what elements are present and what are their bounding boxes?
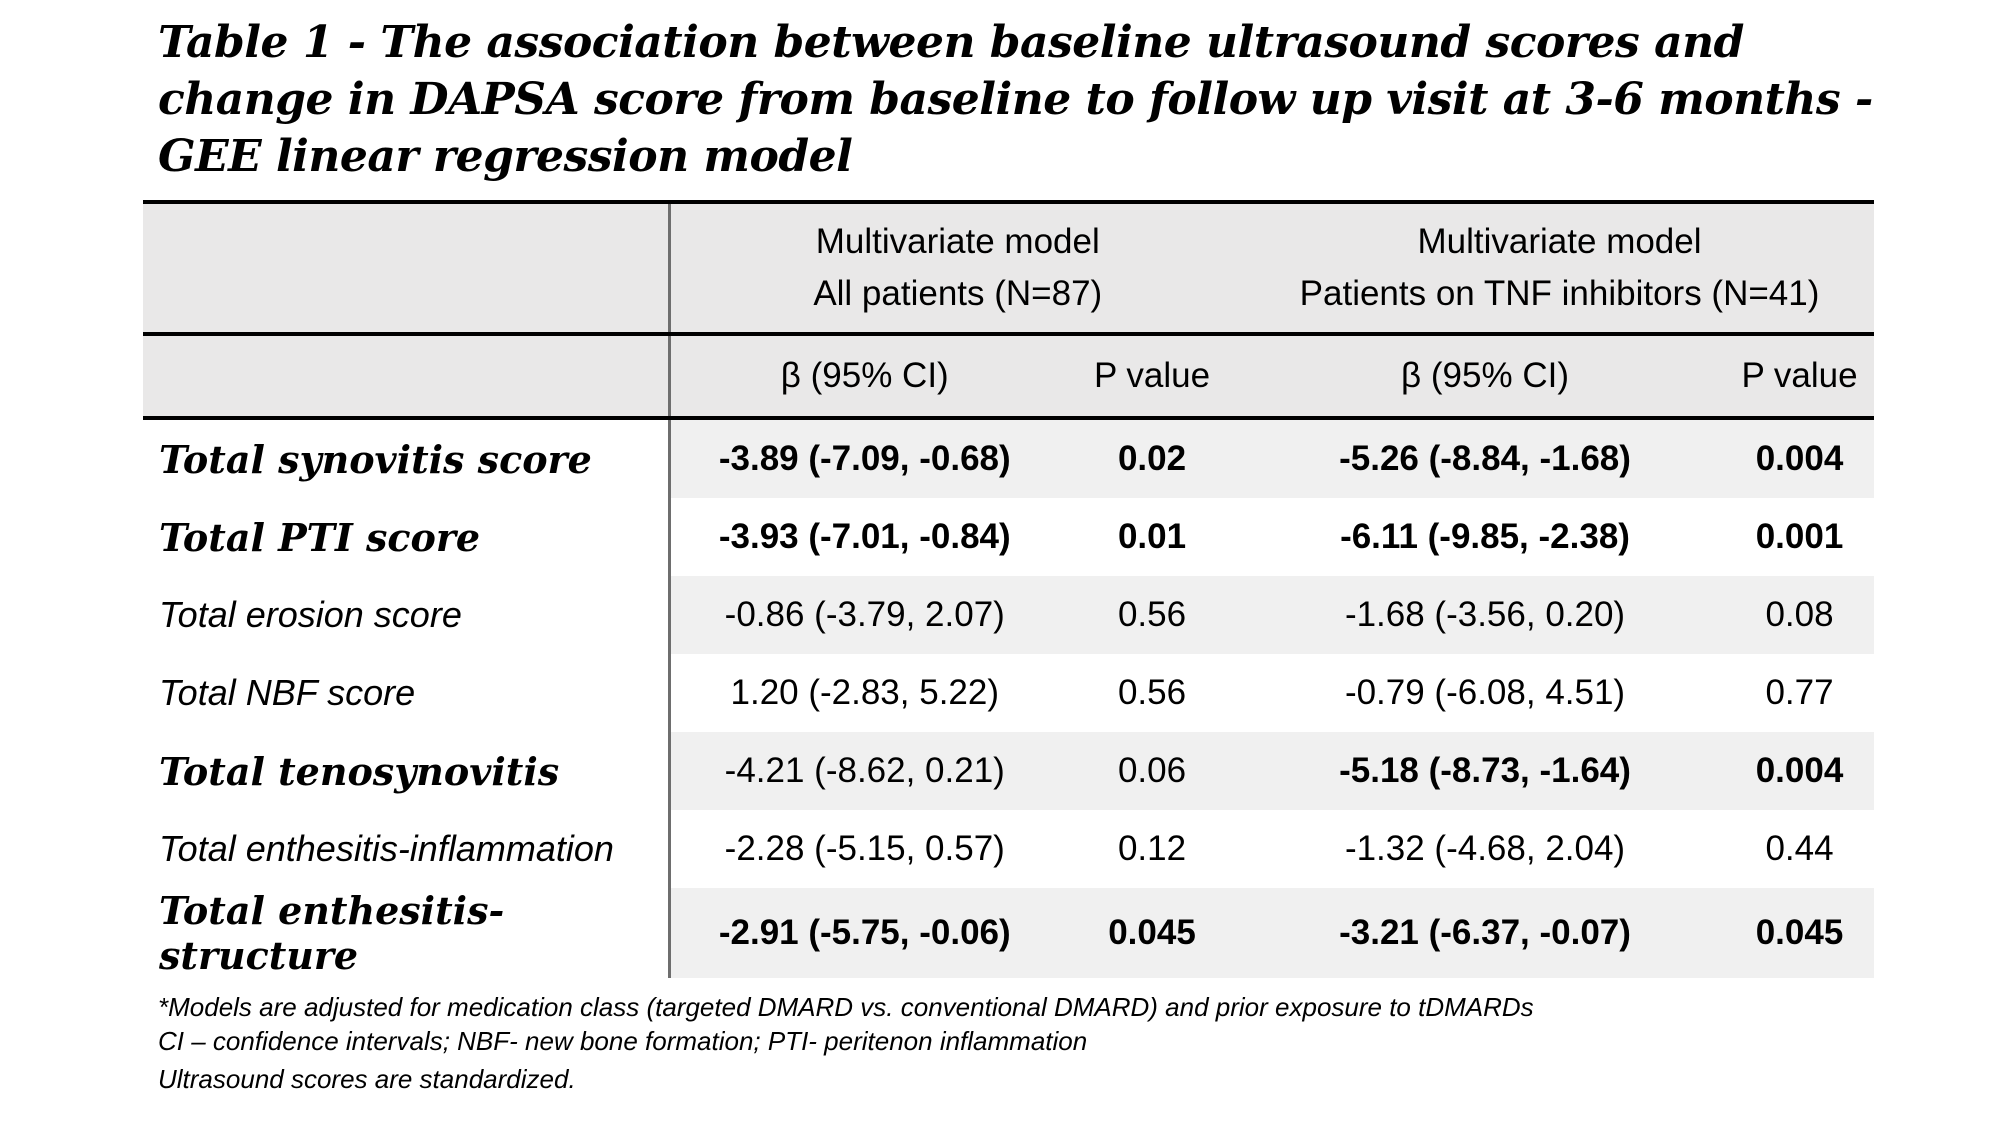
p-value-tnf-patients: 0.001 [1725, 498, 1875, 576]
note-standardized: Ultrasound scores are standardized. [158, 1064, 576, 1094]
p-value-all-patients: 0.045 [1059, 888, 1246, 978]
row-label: Total enthesitis-structure [143, 888, 671, 978]
table-row: Total tenosynovitis -4.21 (-8.62, 0.21) 0.… [143, 732, 1875, 810]
beta-tnf-patients: -5.18 (-8.73, -1.64) [1245, 732, 1726, 810]
row-label: Total tenosynovitis [143, 732, 671, 810]
beta-all-patients: -0.86 (-3.79, 2.07) [669, 576, 1059, 654]
table-title: Table 1 - The association between baseli… [158, 17, 1873, 182]
beta-header-2: β (95% CI) [1245, 334, 1726, 420]
p-value-all-patients: 0.06 [1059, 732, 1246, 810]
beta-tnf-patients: -0.79 (-6.08, 4.51) [1245, 654, 1726, 732]
p-value-tnf-patients: 0.004 [1725, 732, 1875, 810]
p-header-2: P value [1725, 334, 1875, 420]
p-header-1: P value [1059, 334, 1246, 420]
beta-tnf-patients: -1.32 (-4.68, 2.04) [1245, 810, 1726, 888]
p-value-tnf-patients: 0.44 [1725, 810, 1875, 888]
table-notes: *Models are adjusted for medication clas… [158, 990, 1878, 1096]
group-header-row: Multivariate model All patients (N=87) M… [143, 200, 1875, 336]
note-abbreviations: CI – confidence intervals; NBF- new bone… [158, 1026, 1088, 1056]
beta-tnf-patients: -6.11 (-9.85, -2.38) [1245, 498, 1726, 576]
beta-tnf-patients: -5.26 (-8.84, -1.68) [1245, 418, 1726, 498]
header-empty-cell-2 [143, 334, 671, 420]
p-value-tnf-patients: 0.08 [1725, 576, 1875, 654]
beta-all-patients: -3.89 (-7.09, -0.68) [669, 418, 1059, 498]
table-row: Total enthesitis-structure -2.91 (-5.75, … [143, 888, 1875, 978]
p-value-all-patients: 0.01 [1059, 498, 1246, 576]
beta-all-patients: -4.21 (-8.62, 0.21) [669, 732, 1059, 810]
table-row: Total erosion score -0.86 (-3.79, 2.07) 0.… [143, 576, 1875, 654]
row-label: Total synovitis score [143, 418, 671, 498]
p-value-tnf-patients: 0.004 [1725, 418, 1875, 498]
results-table: Multivariate model All patients (N=87) M… [143, 200, 1875, 978]
row-label: Total NBF score [143, 654, 671, 732]
row-label: Total erosion score [143, 576, 671, 654]
beta-all-patients: -3.93 (-7.01, -0.84) [669, 498, 1059, 576]
table-row: Total NBF score 1.20 (-2.83, 5.22) 0.56 -0.… [143, 654, 1875, 732]
p-value-tnf-patients: 0.77 [1725, 654, 1875, 732]
p-value-all-patients: 0.12 [1059, 810, 1246, 888]
group-header-all-patients: Multivariate model All patients (N=87) [669, 200, 1246, 336]
beta-all-patients: -2.91 (-5.75, -0.06) [669, 888, 1059, 978]
group2-line2: Patients on TNF inhibitors (N=41) [1299, 274, 1820, 313]
beta-header-1: β (95% CI) [669, 334, 1059, 420]
table-row: Total synovitis score -3.89 (-7.09, -0.68… [143, 418, 1875, 498]
table-body: Total synovitis score -3.89 (-7.09, -0.68… [143, 418, 1875, 978]
beta-tnf-patients: -3.21 (-6.37, -0.07) [1245, 888, 1726, 978]
table-row: Total enthesitis-inflammation -2.28 (-5.1… [143, 810, 1875, 888]
group-header-tnf-patients: Multivariate model Patients on TNF inhib… [1245, 200, 1875, 336]
p-value-tnf-patients: 0.045 [1725, 888, 1875, 978]
row-label: Total enthesitis-inflammation [143, 810, 671, 888]
group1-line1: Multivariate model [815, 222, 1100, 261]
p-value-all-patients: 0.02 [1059, 418, 1246, 498]
beta-all-patients: 1.20 (-2.83, 5.22) [669, 654, 1059, 732]
row-label: Total PTI score [143, 498, 671, 576]
note-adjustment: *Models are adjusted for medication clas… [158, 992, 1534, 1022]
group1-line2: All patients (N=87) [813, 274, 1103, 313]
p-value-all-patients: 0.56 [1059, 654, 1246, 732]
header-empty-cell [143, 200, 671, 336]
column-header-row: β (95% CI) P value β (95% CI) P value [143, 334, 1875, 420]
beta-all-patients: -2.28 (-5.15, 0.57) [669, 810, 1059, 888]
group2-line1: Multivariate model [1417, 222, 1702, 261]
p-value-all-patients: 0.56 [1059, 576, 1246, 654]
beta-tnf-patients: -1.68 (-3.56, 0.20) [1245, 576, 1726, 654]
table-row: Total PTI score -3.93 (-7.01, -0.84) 0.01-… [143, 498, 1875, 576]
